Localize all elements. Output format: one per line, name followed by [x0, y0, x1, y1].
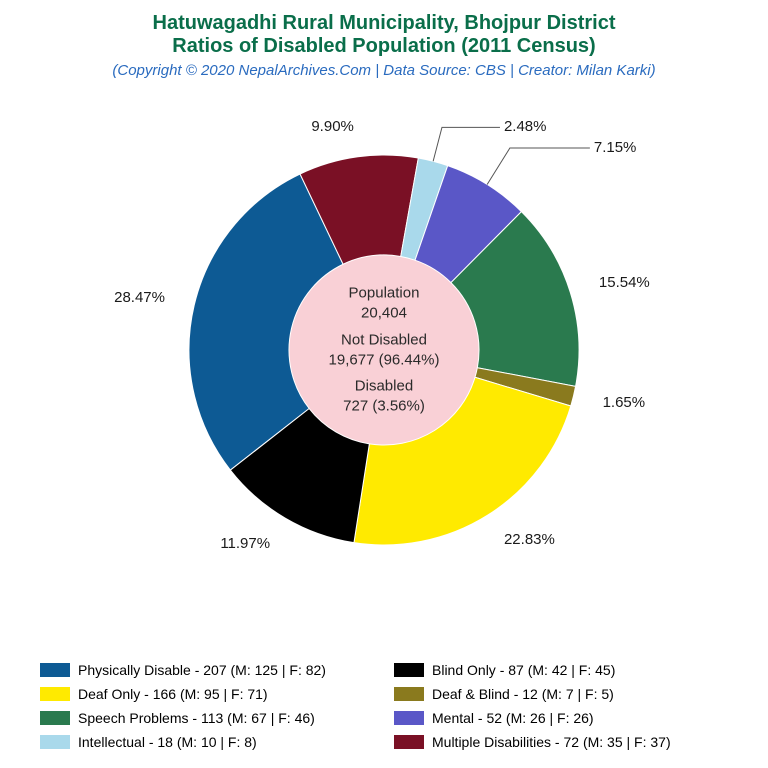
legend-swatch-intellectual — [40, 735, 70, 749]
slice-label-blind: 11.97% — [220, 535, 270, 552]
center-disabled-value: 727 (3.56%) — [329, 397, 440, 417]
slice-label-intellectual: 2.48% — [504, 118, 547, 135]
donut-chart: Population 20,404 Not Disabled 19,677 (9… — [0, 100, 768, 600]
legend-swatch-blind — [394, 663, 424, 677]
legend-item-speech: Speech Problems - 113 (M: 67 | F: 46) — [40, 710, 374, 726]
center-notdisabled-label: Not Disabled — [329, 330, 440, 350]
legend-item-deafblind: Deaf & Blind - 12 (M: 7 | F: 5) — [394, 686, 728, 702]
center-notdisabled-value: 19,677 (96.44%) — [329, 350, 440, 370]
slice-label-deafblind: 1.65% — [603, 394, 646, 411]
legend-item-physically: Physically Disable - 207 (M: 125 | F: 82… — [40, 662, 374, 678]
legend-swatch-mental — [394, 711, 424, 725]
legend-swatch-speech — [40, 711, 70, 725]
slice-label-multiple: 9.90% — [311, 118, 354, 135]
legend-swatch-deafblind — [394, 687, 424, 701]
title-line-2: Ratios of Disabled Population (2011 Cens… — [0, 35, 768, 58]
slice-label-physically: 28.47% — [114, 289, 165, 306]
legend-swatch-deaf — [40, 687, 70, 701]
slice-label-mental: 7.15% — [594, 139, 637, 156]
legend-item-intellectual: Intellectual - 18 (M: 10 | F: 8) — [40, 734, 374, 750]
slice-label-deaf: 22.83% — [504, 531, 555, 548]
legend-swatch-physically — [40, 663, 70, 677]
legend-item-deaf: Deaf Only - 166 (M: 95 | F: 71) — [40, 686, 374, 702]
subtitle: (Copyright © 2020 NepalArchives.Com | Da… — [0, 62, 768, 79]
center-population-value: 20,404 — [329, 304, 440, 324]
center-text: Population 20,404 Not Disabled 19,677 (9… — [329, 277, 440, 423]
legend-item-mental: Mental - 52 (M: 26 | F: 26) — [394, 710, 728, 726]
legend-item-blind: Blind Only - 87 (M: 42 | F: 45) — [394, 662, 728, 678]
leader-mental — [487, 148, 590, 184]
legend-label-physically: Physically Disable - 207 (M: 125 | F: 82… — [78, 662, 326, 678]
slice-label-speech: 15.54% — [599, 274, 650, 291]
legend-label-intellectual: Intellectual - 18 (M: 10 | F: 8) — [78, 734, 257, 750]
legend-item-multiple: Multiple Disabilities - 72 (M: 35 | F: 3… — [394, 734, 728, 750]
legend-label-blind: Blind Only - 87 (M: 42 | F: 45) — [432, 662, 615, 678]
legend-label-speech: Speech Problems - 113 (M: 67 | F: 46) — [78, 710, 315, 726]
legend-label-deaf: Deaf Only - 166 (M: 95 | F: 71) — [78, 686, 268, 702]
legend-label-deafblind: Deaf & Blind - 12 (M: 7 | F: 5) — [432, 686, 614, 702]
legend-label-mental: Mental - 52 (M: 26 | F: 26) — [432, 710, 594, 726]
center-disabled-label: Disabled — [329, 376, 440, 396]
title-block: Hatuwagadhi Rural Municipality, Bhojpur … — [0, 0, 768, 79]
legend-swatch-multiple — [394, 735, 424, 749]
legend-label-multiple: Multiple Disabilities - 72 (M: 35 | F: 3… — [432, 734, 671, 750]
title-line-1: Hatuwagadhi Rural Municipality, Bhojpur … — [0, 12, 768, 35]
center-population-label: Population — [329, 283, 440, 303]
legend: Physically Disable - 207 (M: 125 | F: 82… — [40, 662, 728, 750]
leader-intellectual — [433, 127, 500, 161]
